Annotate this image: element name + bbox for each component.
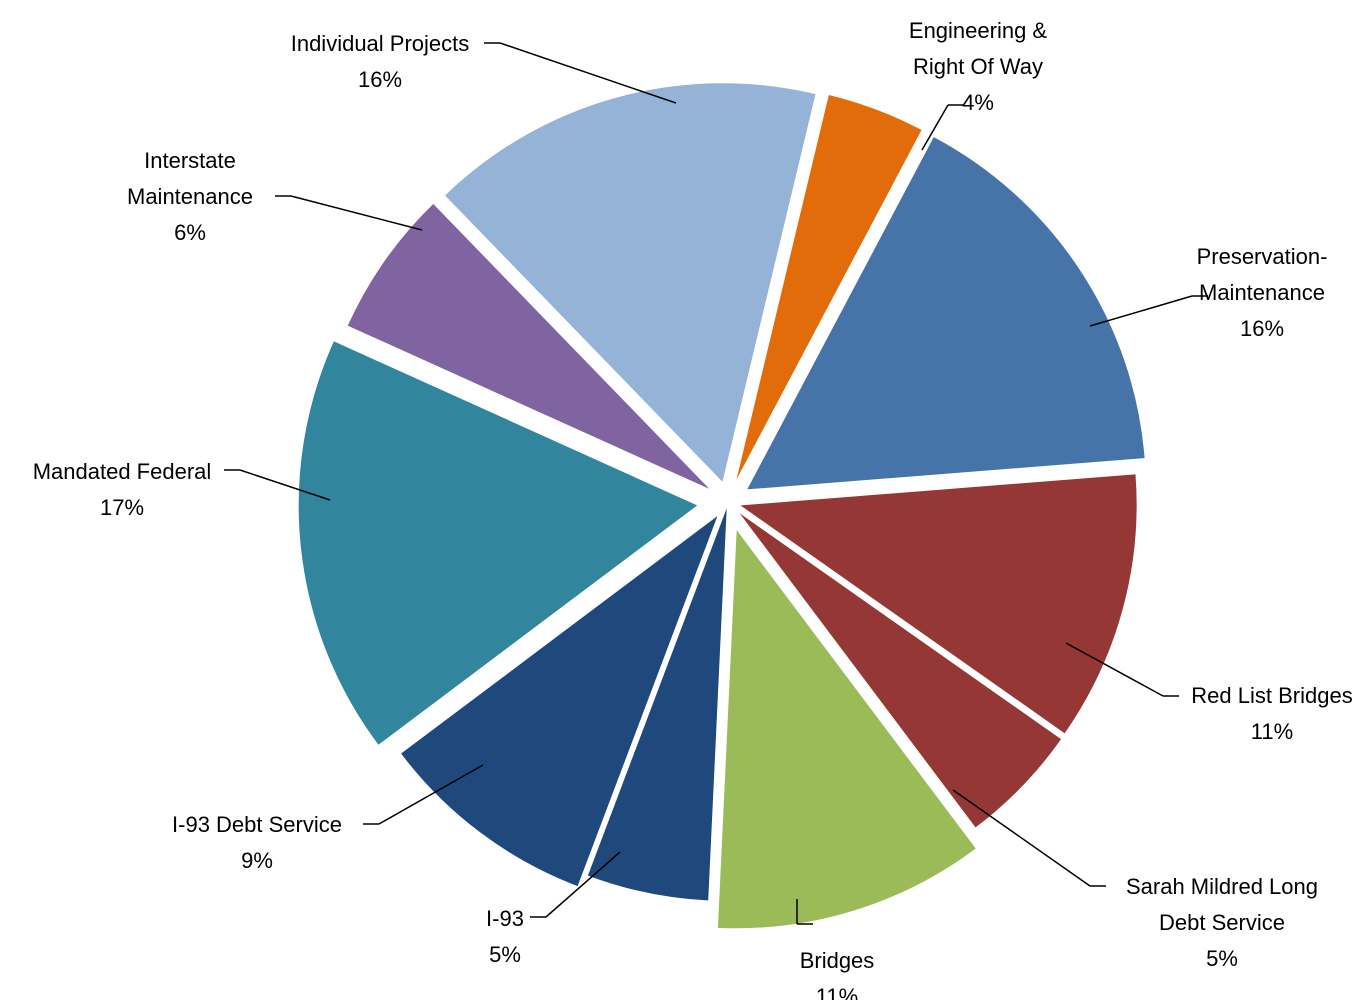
slice-name-label: Right Of Way [913, 54, 1043, 79]
pie-slice-red-list-bridges [734, 472, 1139, 737]
slice-percent-label: 16% [358, 67, 402, 92]
pie-slice-mandated-federal [297, 340, 700, 747]
pie-slice-i-93-debt-service [398, 510, 722, 889]
slice-name-label: Red List Bridges [1191, 683, 1352, 708]
leader-line [499, 42, 677, 104]
slice-name-label: Interstate [144, 148, 236, 173]
slice-name-label: Sarah Mildred Long [1126, 874, 1318, 899]
pie-slices [297, 82, 1146, 930]
pie-slice-engineering-right-of-way [734, 93, 923, 484]
slice-labels: Engineering & Right Of Way 4% Preservation-… [33, 18, 1353, 1000]
pie-slice-preservation-maintenance [745, 135, 1146, 491]
slice-name-label: Maintenance [127, 184, 253, 209]
slice-percent-label: 16% [1240, 316, 1284, 341]
slice-percent-label: 6% [174, 220, 206, 245]
slice-name-label: Maintenance [1199, 280, 1325, 305]
slice-name-label: Mandated Federal [33, 459, 212, 484]
leader-line [239, 469, 331, 501]
leader-lines [224, 42, 1208, 925]
slice-percent-label: 11% [816, 984, 858, 1000]
leader-line [545, 851, 621, 918]
slice-name-label: I-93 [486, 906, 524, 931]
slice-percent-label: 4% [962, 90, 994, 115]
pie-slice-sarah-mildred-long-debt-service [734, 508, 1064, 831]
slice-name-label: Engineering & [909, 18, 1048, 43]
leader-line [952, 789, 1091, 887]
slice-name-label: I-93 Debt Service [172, 812, 342, 837]
slice-name-label: Debt Service [1159, 910, 1285, 935]
slice-percent-label: 5% [489, 942, 521, 967]
slice-percent-label: 9% [241, 848, 273, 873]
slice-percent-label: 5% [1206, 946, 1238, 971]
slice-name-label: Bridges [800, 948, 875, 973]
leader-line [1089, 295, 1193, 327]
pie-slice-bridges [716, 527, 978, 930]
slice-name-label: Individual Projects [291, 31, 470, 56]
leader-line [290, 195, 423, 231]
leader-line [921, 104, 949, 151]
slice-name-label: Preservation- [1197, 244, 1328, 269]
slice-percent-label: 11% [1251, 719, 1293, 744]
leader-line [378, 764, 484, 825]
pie-slice-interstate-maintenance [346, 202, 712, 491]
leader-line [1065, 642, 1164, 697]
slice-percent-label: 17% [100, 495, 144, 520]
pie-slice-individual-projects [443, 82, 817, 484]
pie-slice-i-93 [585, 501, 729, 903]
